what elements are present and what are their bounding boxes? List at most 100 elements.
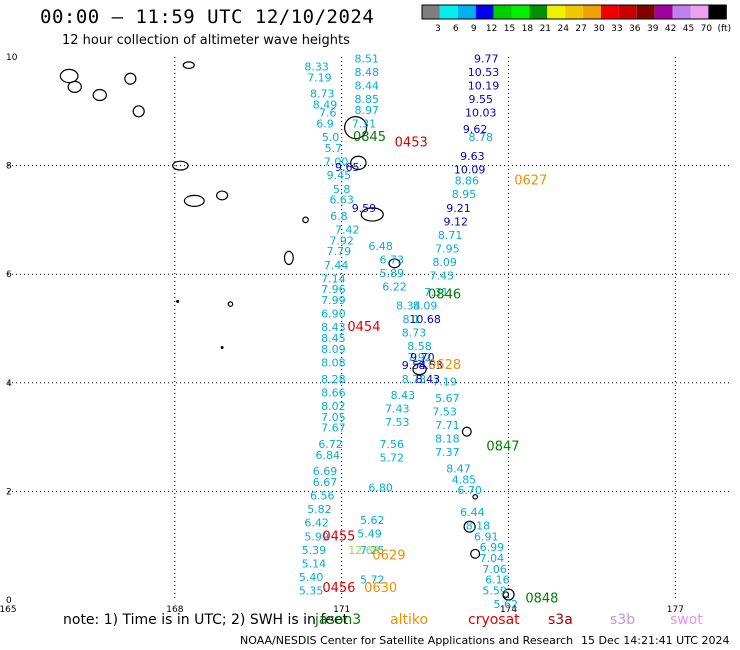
axis-ticks: 165 168 171 174 177 0 2 4 6 8 10 <box>0 53 684 615</box>
swh-label: 6.9 <box>316 118 334 131</box>
island-outline <box>388 258 401 269</box>
swh-label: 10.03 <box>465 107 497 120</box>
footer-credit: NOAA/NESDIS Center for Satellite Applica… <box>240 634 574 647</box>
swh-label: 8.08 <box>321 357 346 370</box>
swh-label: 8.02 <box>321 400 346 413</box>
pass-time-label: 0629 <box>372 548 405 563</box>
island-outline <box>183 194 205 207</box>
colorbar-swatch <box>672 5 691 19</box>
swh-label: 12.69 <box>348 544 380 557</box>
colorbar-label: 21 <box>540 24 551 34</box>
swh-label: 8.09 <box>413 299 438 312</box>
swh-label: 9.70 <box>410 351 435 364</box>
colorbar-swatch <box>439 5 458 19</box>
swh-label: 9.55 <box>468 93 493 106</box>
island-outline <box>283 250 294 266</box>
swh-label: 8.78 <box>468 131 493 144</box>
swh-label: 9.54 <box>402 359 427 372</box>
y-tick-label: 4 <box>6 379 12 389</box>
y-tick-label: 10 <box>6 53 18 63</box>
swh-label: 8.34 <box>396 299 421 312</box>
island-outline <box>92 88 107 102</box>
colorbar-swatch <box>690 5 709 19</box>
swh-label: 8.48 <box>354 66 379 79</box>
island-outline <box>59 68 79 84</box>
colorbar-label: 15 <box>504 24 515 34</box>
pass-time-label: 0630 <box>364 581 397 596</box>
x-tick-label: 171 <box>333 605 350 615</box>
colorbar-swatch <box>583 5 601 19</box>
island-outline <box>124 72 137 85</box>
swh-label: 7.79 <box>327 245 352 258</box>
colorbar-label: 24 <box>557 24 569 34</box>
swh-label: 6.90 <box>321 308 346 321</box>
footer-timestamp: 15 Dec 14:21:41 UTC 2024 <box>581 634 730 647</box>
swh-label: 8.73 <box>402 327 427 340</box>
y-tick-label: 8 <box>6 162 12 172</box>
island-outline <box>302 216 309 224</box>
swh-label: 8.49 <box>313 99 338 112</box>
colorbar: 3 6 9 12 15 18 21 24 27 30 33 36 39 42 45 70 (ft) <box>421 4 732 34</box>
swh-label: 6.22 <box>382 280 407 293</box>
swh-label: 9.12 <box>443 215 468 228</box>
swh-label: 5.72 <box>379 452 404 465</box>
colorbar-swatch <box>422 5 440 19</box>
colorbar-swatch <box>636 5 655 19</box>
swh-label: 7.43 <box>385 403 410 416</box>
colorbar-frame <box>421 4 727 20</box>
pass-time-label: 0845 <box>353 130 386 145</box>
swh-label: 7.19 <box>307 71 332 84</box>
colorbar-label: (ft) <box>718 24 732 34</box>
swh-label: 5.89 <box>379 267 404 280</box>
swh-label: 6.8 <box>330 210 348 223</box>
swh-label: 8.43 <box>321 321 346 334</box>
swh-label: 8.66 <box>321 386 346 399</box>
y-tick-label: 2 <box>6 487 12 497</box>
swh-label: 5.49 <box>357 528 382 541</box>
y-tick-label: 6 <box>6 270 12 280</box>
pass-time-label: 0628 <box>428 358 461 373</box>
pass-time-label: 0848 <box>525 592 558 607</box>
pass-time-label: 0456 <box>322 581 355 596</box>
colorbar-label: 33 <box>611 24 622 34</box>
island-outline <box>470 548 481 559</box>
swh-label: 8.09 <box>432 256 457 269</box>
swh-label: 8.09 <box>321 343 346 356</box>
footer-note: note: 1) Time is in UTC; 2) SWH is in fe… <box>63 612 349 628</box>
island-outline <box>182 61 195 70</box>
colorbar-label: 3 <box>435 24 441 34</box>
y-tick-label: 0 <box>6 596 12 606</box>
x-tick-label: 174 <box>500 605 517 615</box>
swh-label: 8.43 <box>416 373 441 386</box>
swh-label: 8.18 <box>435 433 460 446</box>
swh-label: 5.8 <box>333 183 351 196</box>
swh-label: 7.96 <box>321 283 346 296</box>
colorbar-swatch <box>475 5 494 19</box>
colorbar-swatch <box>618 5 637 19</box>
swh-label: 6.16 <box>485 574 510 587</box>
swh-label: 5.72 <box>360 574 385 587</box>
swh-label: 8.51 <box>354 52 379 65</box>
colorbar-label: 30 <box>593 24 605 34</box>
colorbar-label: 18 <box>522 24 534 34</box>
island-outline <box>502 591 510 598</box>
swh-label: 8.18 <box>466 519 491 532</box>
swh-label: 5.40 <box>299 571 324 584</box>
swh-label: 8.85 <box>354 93 379 106</box>
pass-time-label: 0454 <box>347 320 380 335</box>
pass-time-label: 0846 <box>428 288 461 303</box>
colorbar-swatch <box>493 5 512 19</box>
island-outline <box>350 155 367 171</box>
swh-label: 9.63 <box>460 150 485 163</box>
swh-label: 7.56 <box>379 438 404 451</box>
swh-label: 10.68 <box>409 313 441 326</box>
swh-label: 9.62 <box>463 123 488 136</box>
swh-label: 9.21 <box>446 202 471 215</box>
pass-time-labels: 0845 0453 0627 0846 0454 0628 0847 0455 0629 0456… <box>322 130 558 607</box>
swh-label: 5.67 <box>435 392 460 405</box>
island-outline <box>461 426 472 437</box>
swh-label: 7.06 <box>482 563 507 576</box>
x-tick-label: 177 <box>667 605 684 615</box>
swh-label: 6.99 <box>480 541 505 554</box>
